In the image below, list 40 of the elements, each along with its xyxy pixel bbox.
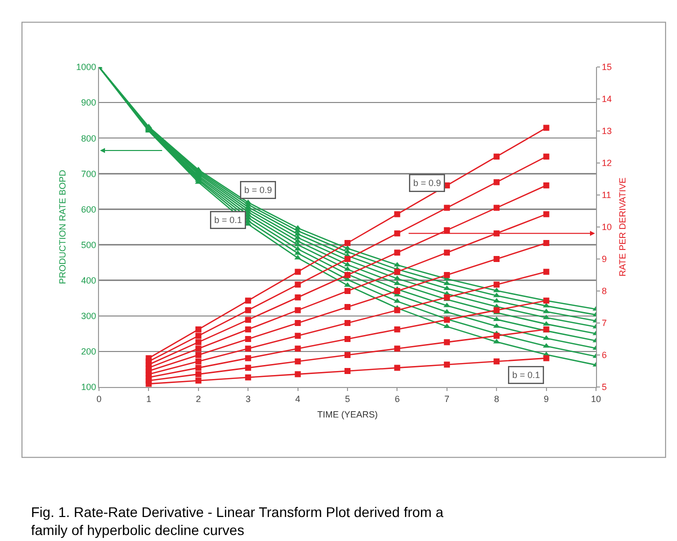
y2-tick-label: 14 xyxy=(602,94,612,104)
annotation: b = 0.9 xyxy=(413,178,441,188)
y2-tick-label: 11 xyxy=(602,190,612,200)
y2-tick-label: 5 xyxy=(602,382,607,392)
y-tick-label: 300 xyxy=(81,311,96,322)
x-tick-label: 8 xyxy=(494,394,500,404)
y2-tick-label: 6 xyxy=(602,350,607,360)
y-tick-label: 100 xyxy=(81,382,96,392)
y-tick-label: 200 xyxy=(81,346,96,357)
x-tick-label: 0 xyxy=(96,394,102,404)
y-tick-label: 700 xyxy=(81,168,96,179)
y2-tick-label: 7 xyxy=(602,318,607,328)
y-tick-label: 800 xyxy=(81,133,96,144)
x-tick-label: 5 xyxy=(344,394,350,404)
annotation: b = 0.1 xyxy=(214,215,242,226)
annotation: b = 0.9 xyxy=(244,185,272,196)
y-tick-label: 1000 xyxy=(76,62,96,72)
y2-tick-label: 13 xyxy=(602,126,612,136)
y-tick-label: 500 xyxy=(81,240,96,250)
y2-axis-title: RATE PER DERIVATIVE xyxy=(618,177,628,277)
x-axis-title: TIME (YEARS) xyxy=(317,410,378,420)
x-tick-label: 4 xyxy=(295,394,300,404)
y2-tick-label: 9 xyxy=(602,254,607,264)
y2-tick-label: 15 xyxy=(602,62,612,72)
x-tick-label: 2 xyxy=(196,394,201,404)
y-axis-title: PRODUCTION RATE BOPD xyxy=(58,169,68,284)
y2-tick-label: 8 xyxy=(602,286,607,296)
y2-tick-label: 10 xyxy=(602,222,612,232)
y-tick-label: 900 xyxy=(81,98,96,108)
x-tick-label: 10 xyxy=(590,394,602,404)
x-tick-label: 9 xyxy=(544,394,549,404)
y-tick-label: 600 xyxy=(81,204,96,214)
y2-tick-label: 12 xyxy=(602,158,612,168)
x-tick-label: 3 xyxy=(246,394,251,404)
x-tick-label: 6 xyxy=(394,394,400,404)
x-tick-label: 1 xyxy=(146,394,152,404)
caption: Fig. 1. Rate-Rate Derivative - Linear Transform Plot derived from a family of hyperbolic decline curves xyxy=(31,504,444,538)
y-tick-label: 400 xyxy=(81,275,96,286)
x-tick-label: 7 xyxy=(444,394,450,404)
annotation: b = 0.1 xyxy=(512,370,540,380)
